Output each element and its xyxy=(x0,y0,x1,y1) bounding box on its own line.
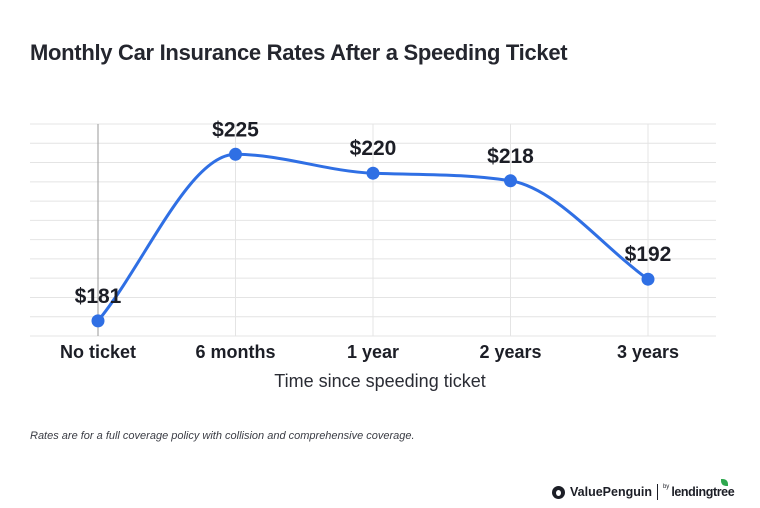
grid-lines xyxy=(30,123,716,337)
data-label: $192 xyxy=(625,243,672,266)
lendingtree-name: lendingtree xyxy=(671,479,735,499)
leaf-icon xyxy=(721,479,729,486)
data-point xyxy=(229,147,242,161)
by-label: by xyxy=(662,484,670,490)
x-tick-label: No ticket xyxy=(60,342,136,362)
chart-title: Monthly Car Insurance Rates After a Spee… xyxy=(30,40,568,65)
data-points xyxy=(91,147,655,328)
brand-divider xyxy=(656,484,658,500)
data-point xyxy=(641,272,655,286)
valuepenguin-name: ValuePenguin xyxy=(570,485,652,499)
line-chart: $181 $225 $220 $218 $192 No ticket 6 months 1 … xyxy=(30,118,716,391)
x-tick-labels: No ticket 6 months 1 year 2 years 3 years xyxy=(60,342,679,362)
brand-logo: ValuePenguin by lendingtree xyxy=(552,479,735,502)
x-tick-label: 6 months xyxy=(195,342,275,362)
footnote: Rates are for a full coverage policy wit… xyxy=(30,430,415,442)
penguin-icon xyxy=(552,485,565,499)
x-tick-label: 1 year xyxy=(347,342,399,362)
data-label: $220 xyxy=(350,137,397,160)
x-axis-label: Time since speeding ticket xyxy=(274,371,485,391)
lendingtree-text: lendingtree xyxy=(671,485,735,499)
data-label: $218 xyxy=(487,145,534,168)
data-label: $181 xyxy=(75,285,122,308)
data-point xyxy=(504,174,517,188)
x-tick-label: 3 years xyxy=(617,342,679,362)
data-point xyxy=(366,166,380,180)
data-labels: $181 $225 $220 $218 $192 xyxy=(75,118,672,308)
data-label: $225 xyxy=(212,118,259,141)
data-point xyxy=(91,314,105,328)
x-tick-label: 2 years xyxy=(479,342,541,362)
